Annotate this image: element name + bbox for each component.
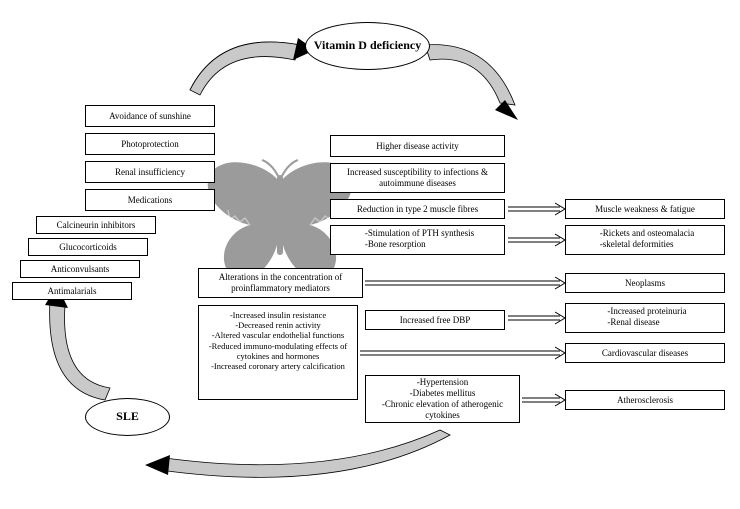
small-arrows [0,0,740,509]
